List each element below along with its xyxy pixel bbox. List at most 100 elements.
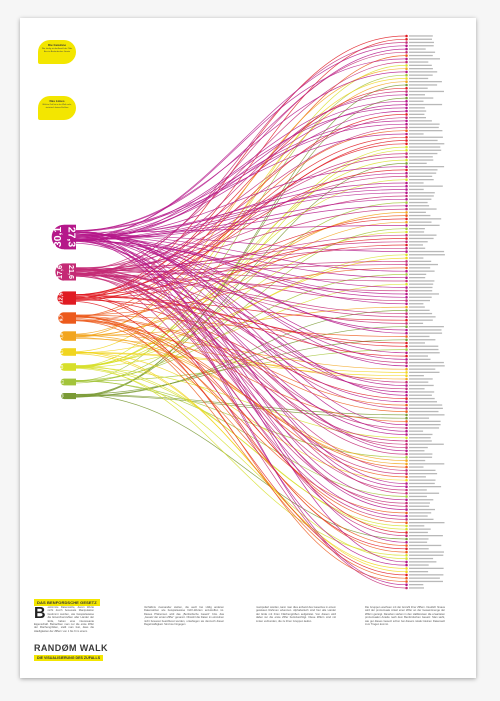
flow-line xyxy=(71,231,406,334)
flow-line xyxy=(71,120,406,231)
flow-line xyxy=(71,272,406,471)
flow-line xyxy=(71,110,406,238)
list-entry-text xyxy=(409,437,431,439)
list-markers xyxy=(405,34,445,590)
flow-line xyxy=(71,240,406,510)
list-dot xyxy=(405,429,408,433)
info-bubble-gewinne: Die Gewinne Wie häufig ist die Anzahl de… xyxy=(38,40,76,64)
list-dot xyxy=(405,439,408,443)
flow-line xyxy=(71,394,406,540)
list-entry-text xyxy=(409,113,425,115)
list-dot xyxy=(405,475,408,479)
list-entry-text xyxy=(409,195,434,197)
list-entry-text xyxy=(409,443,444,445)
list-dot xyxy=(405,224,408,227)
flow-line xyxy=(71,241,406,271)
bubble-title: Die Gewinne xyxy=(47,43,66,47)
poster-title: RANDØM WALK xyxy=(34,643,108,653)
list-dot xyxy=(405,462,408,466)
expected-label: 5,1 xyxy=(60,380,64,384)
list-entry-text xyxy=(409,303,424,305)
list-dot xyxy=(405,96,408,100)
flow-line xyxy=(71,244,406,300)
list-dot xyxy=(405,158,408,162)
list-entry-text xyxy=(409,528,431,530)
list-dot xyxy=(405,537,408,541)
list-dot xyxy=(405,446,408,449)
list-dot xyxy=(405,227,408,230)
list-dot xyxy=(405,191,408,195)
list-dot xyxy=(405,505,408,508)
bubble-text: Wie häufig ist die Anzahl der Ziffer Ein… xyxy=(41,48,73,53)
list-dot xyxy=(405,57,408,61)
list-dot xyxy=(405,73,408,77)
group-markers: 30,1 27,3 17,6 21,6 12,5 9,7 7,9 6,7 5,8 5,1 4,6 xyxy=(51,224,76,400)
list-dot xyxy=(405,449,408,453)
list-entry-text xyxy=(409,68,433,70)
list-dot xyxy=(405,309,408,312)
list-dot xyxy=(405,567,408,570)
flow-line xyxy=(71,268,406,475)
list-dot xyxy=(405,41,408,44)
list-entry-text xyxy=(409,254,445,256)
flow-line xyxy=(71,94,406,236)
list-dot xyxy=(405,34,408,38)
list-entry-text xyxy=(409,117,426,119)
list-entry-text xyxy=(409,293,439,295)
list-entry-text xyxy=(409,296,432,298)
flow-line xyxy=(71,104,406,241)
list-dot xyxy=(405,413,408,417)
list-dot xyxy=(405,331,408,335)
flow-line xyxy=(71,236,406,298)
list-dot xyxy=(405,263,408,266)
list-entry-text xyxy=(409,352,440,354)
group-bar xyxy=(64,224,76,250)
list-dot xyxy=(405,354,408,358)
list-entry-text xyxy=(409,54,433,57)
list-dot xyxy=(405,214,408,217)
expected-label: 9,7 xyxy=(59,314,65,321)
expected-label: 7,9 xyxy=(59,332,64,338)
list-entry-text xyxy=(409,192,435,194)
list-dot xyxy=(405,580,408,583)
list-dot xyxy=(405,44,408,48)
list-dot xyxy=(405,348,408,351)
list-entry-text xyxy=(409,574,444,576)
list-dot xyxy=(405,403,408,407)
section-label: DAS BENFORDSCHE GESETZ xyxy=(34,599,100,606)
list-dot xyxy=(405,132,408,136)
list-entry-text xyxy=(409,512,432,514)
list-entry-text xyxy=(409,208,437,210)
list-dot xyxy=(405,122,408,126)
list-dot xyxy=(405,488,408,492)
list-entry-text xyxy=(409,473,438,475)
text-column-4-body: Die Gruppen wachsen mit der Anzahl ihrer… xyxy=(365,606,445,627)
list-entry-text xyxy=(409,358,431,360)
list-entry-text xyxy=(409,247,426,249)
list-entry-text xyxy=(409,466,424,468)
list-dot xyxy=(405,407,408,410)
flow-line xyxy=(71,275,406,504)
list-dot xyxy=(405,207,408,211)
list-dot xyxy=(405,541,408,544)
list-entry-text xyxy=(409,486,442,488)
list-dot xyxy=(405,77,408,80)
list-entry-text xyxy=(409,322,424,324)
list-entry-text xyxy=(409,508,435,511)
list-entry-text xyxy=(409,381,429,383)
group-bar xyxy=(64,312,76,324)
list-dot xyxy=(405,51,408,54)
list-entry-text xyxy=(409,557,434,560)
list-entry-text xyxy=(409,450,425,452)
list-dot xyxy=(405,155,408,159)
flow-line xyxy=(71,299,406,357)
flow-line xyxy=(71,202,406,384)
list-entry-text xyxy=(409,146,441,148)
list-entry-text xyxy=(409,424,441,426)
list-entry-text xyxy=(409,564,429,566)
list-dot xyxy=(405,67,408,70)
list-dot xyxy=(405,142,408,146)
list-dot xyxy=(405,472,408,476)
list-dot xyxy=(405,260,408,263)
group-halfcircle xyxy=(60,363,64,371)
